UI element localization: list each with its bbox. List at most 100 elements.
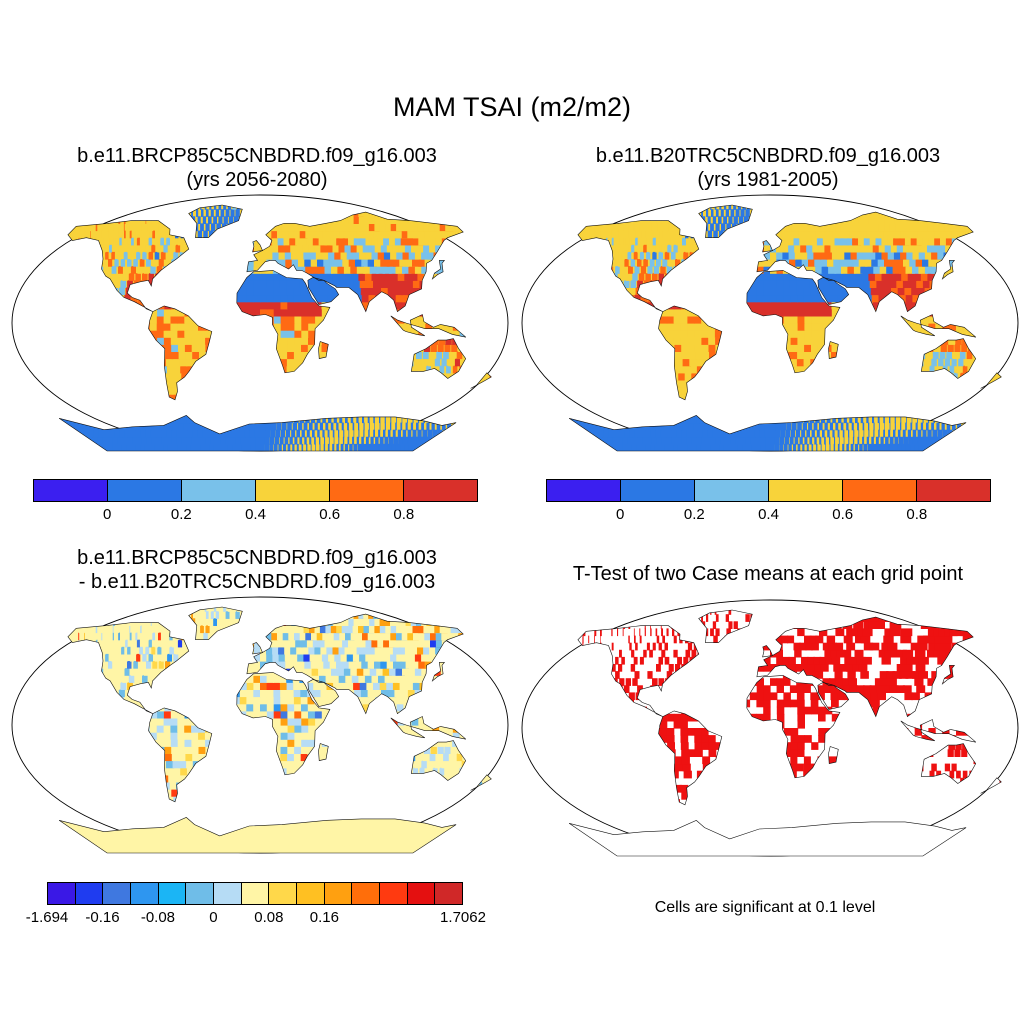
panel-title-line: T-Test of two Case means at each grid po… xyxy=(572,563,964,585)
coastline-northAmerica xyxy=(577,220,700,312)
colorbar-swatch xyxy=(694,480,768,501)
coastline-northAmerica xyxy=(577,625,700,717)
colorbar-swatch xyxy=(185,883,214,904)
colorbar-swatch xyxy=(213,883,241,904)
coastline-japan xyxy=(431,662,446,682)
panel-title-line: b.e11.BRCP85C5CNBDRD.f09_g16.003 xyxy=(77,547,437,569)
coastline-arabia xyxy=(817,277,850,305)
significance-note: Cells are significant at 0.1 level xyxy=(654,899,876,916)
coastline-uk xyxy=(252,642,263,655)
colorbar-swatch xyxy=(74,883,103,904)
map-future-tsai xyxy=(11,194,509,452)
colorbar-swatch xyxy=(181,480,255,501)
coastline-africa xyxy=(746,675,841,779)
colorbar-swatch xyxy=(107,480,181,501)
colorbar-tick-label: 0 xyxy=(102,506,112,523)
panel-title-historical: b.e11.B20TRC5CNBDRD.f09_g16.003 (yrs 198… xyxy=(533,144,1003,192)
colorbar-tick-label: 0.2 xyxy=(170,506,192,523)
colorbar-tick-label: -0.08 xyxy=(140,909,176,926)
panel-title-line: (yrs 2056-2080) xyxy=(186,169,328,191)
colorbar-swatch xyxy=(547,480,620,501)
coastline-eurasia xyxy=(756,616,974,718)
coastline-southAmerica xyxy=(148,707,213,803)
coastline-africa xyxy=(746,270,841,374)
coastline-madagascar xyxy=(828,341,839,359)
colorbar-tick-label: 0.8 xyxy=(906,506,928,523)
colorbar-tick-label: 0.2 xyxy=(683,506,705,523)
coastline-australia xyxy=(920,338,977,379)
coastline-southAmerica xyxy=(658,710,723,806)
coastline-greenland xyxy=(188,606,243,641)
coastline-australia xyxy=(920,743,977,784)
colorbar-tick-label: 0.4 xyxy=(245,506,266,523)
panel-title-line: b.e11.BRCP85C5CNBDRD.f09_g16.003 xyxy=(77,145,437,167)
colorbar-swatch xyxy=(268,883,297,904)
colorbar-swatch xyxy=(48,883,75,904)
coastline-antarctica xyxy=(58,415,457,452)
coastline-nz xyxy=(980,777,1002,794)
coastline-southAmerica xyxy=(658,305,723,401)
coastline-greenland xyxy=(698,204,753,239)
coastline-greenland xyxy=(188,204,243,239)
coastline-uk xyxy=(252,240,263,253)
colorbar-swatch xyxy=(240,883,269,904)
panel-title-line: (yrs 1981-2005) xyxy=(697,169,839,191)
panel-title-ttest: T-Test of two Case means at each grid po… xyxy=(533,562,1003,586)
coastline-japan xyxy=(431,260,446,280)
coastline-uk xyxy=(762,645,773,658)
colorbar-swatch xyxy=(379,883,407,904)
colorbar-tick-label: 0.4 xyxy=(758,506,779,523)
colorbar-swatch xyxy=(434,883,463,904)
figure-title: MAM TSAI (m2/m2) xyxy=(392,92,632,122)
coastline-africa xyxy=(236,672,331,776)
colorbar-swatch xyxy=(620,480,694,501)
colorbar-swatch xyxy=(403,480,477,501)
coastline-greenland xyxy=(698,609,753,644)
colorbar-tick-label: -1.694 xyxy=(25,909,69,926)
colorbar-swatch xyxy=(768,480,842,501)
coastline-madagascar xyxy=(828,746,839,764)
coastline-northAmerica xyxy=(67,220,190,312)
coastline-madagascar xyxy=(318,743,329,761)
panel-title-difference: b.e11.BRCP85C5CNBDRD.f09_g16.003 - b.e11… xyxy=(22,546,492,594)
colorbar-swatch xyxy=(102,883,131,904)
colorbar-swatch xyxy=(842,480,916,501)
coastline-nz xyxy=(470,372,492,389)
coastline-indonesia xyxy=(390,716,467,740)
colorbar-tick-label: 0 xyxy=(615,506,625,523)
coastline-africa xyxy=(236,270,331,374)
colorbar-future xyxy=(33,479,478,502)
colorbar-tick-label: 0.6 xyxy=(832,506,854,523)
coastline-arabia xyxy=(307,679,340,707)
colorbar-swatch xyxy=(351,883,380,904)
coastline-nz xyxy=(980,372,1002,389)
colorbar-difference xyxy=(47,882,463,905)
colorbar-swatch xyxy=(255,480,329,501)
coastline-antarctica xyxy=(568,415,967,452)
coastline-nz xyxy=(470,774,492,791)
coastline-antarctica xyxy=(58,817,457,854)
coastline-indonesia xyxy=(900,314,977,338)
coastline-indonesia xyxy=(390,314,467,338)
colorbar-swatch xyxy=(157,883,186,904)
colorbar-swatch xyxy=(406,883,435,904)
colorbar-swatch xyxy=(329,480,403,501)
colorbar-tick-label: 0.6 xyxy=(319,506,341,523)
coastline-australia xyxy=(410,338,467,379)
coastline-arabia xyxy=(817,682,850,710)
colorbar-tick-label: 0.16 xyxy=(309,909,339,926)
colorbar-swatch xyxy=(130,883,158,904)
colorbar-tick-label: -0.16 xyxy=(85,909,120,926)
colorbar-tick-label: 0 xyxy=(209,909,218,926)
colorbar-swatch xyxy=(34,480,107,501)
coastline-eurasia xyxy=(246,613,464,715)
colorbar-historical xyxy=(546,479,991,502)
coastline-arabia xyxy=(307,277,340,305)
coastline-indonesia xyxy=(900,719,977,743)
coastline-northAmerica xyxy=(67,622,190,714)
coastline-eurasia xyxy=(246,211,464,313)
colorbar-swatch xyxy=(916,480,990,501)
colorbar-swatch xyxy=(323,883,352,904)
colorbar-tick-label: 0.08 xyxy=(254,909,284,926)
coastline-eurasia xyxy=(756,211,974,313)
